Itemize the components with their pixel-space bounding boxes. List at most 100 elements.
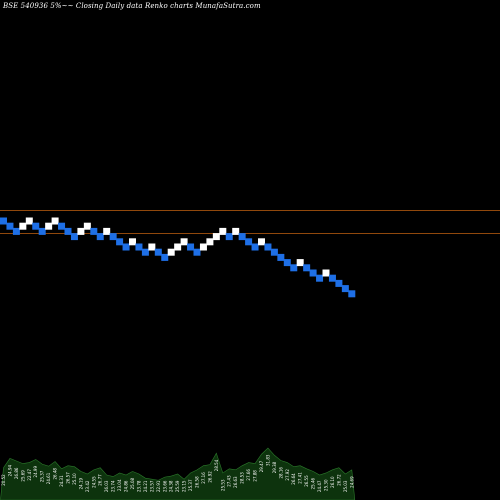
down-brick [328,274,336,282]
volume-label: 31.83 [265,454,270,466]
up-brick [167,248,175,256]
up-brick [322,269,330,277]
volume-label: 26.63 [233,476,238,488]
reference-lines [0,210,500,234]
volume-label: 24.55 [91,476,96,488]
down-brick [32,222,40,230]
down-brick [154,248,162,256]
up-brick [199,243,207,251]
up-brick [296,259,304,267]
volume-label: 24.69 [349,476,354,488]
down-brick [303,264,311,272]
volume-label: 22.47 [27,469,32,481]
volume-label: 26.55 [304,475,309,487]
volume-label: 26.86 [14,467,19,479]
volume-label: 26.58 [195,476,200,488]
down-brick [270,248,278,256]
up-brick [148,243,156,251]
volume-label: 25.03 [343,480,348,492]
up-brick [258,238,265,246]
volume-label: 24.38 [169,480,174,492]
volume-label: 23.78 [136,480,141,492]
down-brick [316,274,324,282]
volume-label: 25.69 [20,470,25,482]
down-brick [187,243,195,251]
down-brick [225,233,233,241]
down-brick [12,227,20,235]
volume-label: 25.59 [175,480,180,492]
up-brick [180,238,188,246]
up-brick [103,227,111,235]
volume-label: 25.10 [72,473,77,485]
volume-label: 27.88 [253,470,258,482]
volume-label: 29.38 [272,461,277,473]
volume-label: 26.03 [104,480,109,492]
volume-label: 26.57 [66,472,71,484]
volume-label: 24.86 [124,480,129,492]
volume-label: 27.66 [246,469,251,481]
down-brick [6,222,14,230]
volume-label: 28.53 [240,472,245,484]
volume-label: 25.08 [130,477,135,489]
volume-label: 24.21 [143,480,148,492]
volume-label: 25.37 [40,470,45,482]
volume-label: 24.19 [78,477,83,489]
volume-label: 23.42 [85,480,90,492]
down-brick [238,233,246,241]
up-brick [232,227,240,235]
volume-label: 25.53 [220,479,225,491]
down-brick [135,243,143,251]
volume-label: 27.41 [298,472,303,484]
down-brick [264,243,272,251]
volume-label: 26.72 [336,474,341,486]
down-brick [122,243,130,251]
volume-label: 27.43 [227,475,232,487]
down-brick [251,243,259,251]
up-brick [45,222,53,230]
down-brick [193,248,201,256]
volume-area-path [0,447,356,500]
up-brick [51,217,59,225]
down-brick [141,248,149,256]
volume-label: 23.04 [117,479,122,491]
volume-label: 24.47 [317,480,322,492]
volume-label: 23.74 [111,480,116,492]
down-brick [58,222,66,230]
volume-label: 23.57 [149,480,154,492]
down-brick [283,259,291,267]
up-brick [174,243,182,251]
down-brick [0,217,7,225]
down-brick [38,227,46,235]
volume-label: 20.52 [1,474,6,486]
up-brick [19,222,27,230]
down-brick [70,233,78,241]
down-brick [245,238,253,246]
down-brick [161,253,169,261]
down-brick [90,227,98,235]
volume-label: 28.54 [214,459,219,471]
volume-area [0,447,356,500]
down-brick [96,233,104,241]
up-brick [77,227,85,235]
volume-label: 26.92 [207,471,212,483]
volume-label: 26.64 [291,473,296,485]
volume-label: 24.31 [59,475,64,487]
renko-bricks [0,217,356,298]
up-brick [212,233,220,241]
up-brick [206,238,214,246]
down-brick [277,253,285,261]
up-brick [219,227,227,235]
down-brick [116,238,124,246]
volume-label: 25.46 [311,477,316,489]
down-brick [341,285,349,293]
down-brick [109,233,117,241]
volume-label: 25.30 [324,479,329,491]
volume-label: 29.47 [259,460,264,472]
down-brick [335,279,343,287]
volume-label: 25.37 [188,479,193,491]
volume-label: 23.66 [162,480,167,492]
down-brick [309,269,317,277]
volume-label: 23.15 [182,480,187,492]
